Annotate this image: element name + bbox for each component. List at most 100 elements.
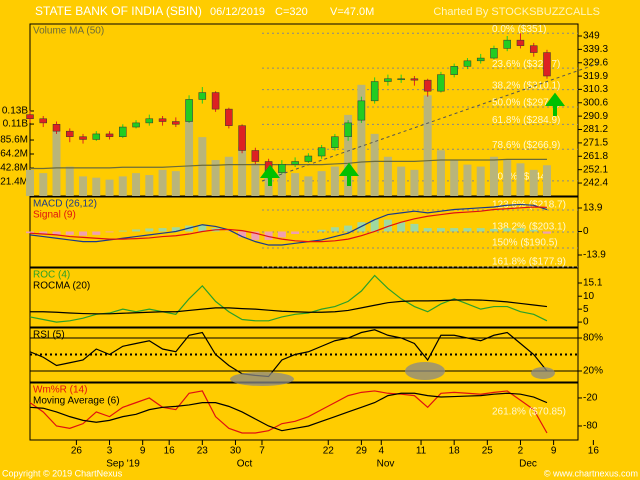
histogram-bar (158, 228, 167, 232)
x-tick-label: 9 (140, 446, 146, 457)
fib-label: 38.2% ($310.1) (492, 80, 560, 91)
fib-label: 61.8% ($284.9) (492, 115, 560, 126)
candle-body (543, 52, 551, 77)
legend-label: Moving Average (6) (33, 396, 120, 407)
histogram-bar (423, 228, 432, 232)
y-tick-label: 290.9 (583, 111, 608, 122)
candle-body (251, 150, 260, 162)
candle-body (52, 124, 61, 132)
volume-bar (251, 163, 260, 196)
month-label: Dec (519, 459, 537, 470)
fib-label: 161.8% ($177.9) (492, 257, 566, 268)
arrow (545, 92, 565, 116)
candle-body (211, 92, 220, 110)
volume-bar (26, 169, 34, 196)
candle-body (225, 108, 233, 126)
candle-body (317, 147, 326, 157)
x-tick-label: 22 (323, 446, 335, 457)
x-tick-label: 4 (378, 446, 384, 457)
histogram-bar (198, 224, 207, 232)
highlight (531, 367, 555, 379)
y-tick-label: -20 (583, 393, 598, 404)
volume-bar (145, 175, 154, 196)
y-tick-label: 5 (583, 304, 589, 315)
x-tick-label: 23 (197, 446, 209, 457)
y-tick-label: 261.8 (583, 151, 608, 162)
volume-bar (238, 146, 247, 196)
histogram-bar (238, 231, 247, 238)
series-line (29, 274, 548, 323)
histogram-bar (516, 228, 525, 232)
series-line (29, 392, 548, 432)
candle-body (384, 78, 392, 82)
arrow (260, 164, 280, 186)
candle-body (132, 122, 140, 128)
title: STATE BANK OF INDIA (SBIN) (35, 4, 202, 18)
x-tick-label: 25 (482, 446, 494, 457)
candle-body (158, 118, 167, 122)
candle-body (357, 100, 366, 121)
volume-label: V=47.0M (330, 6, 374, 18)
volume-bar (224, 156, 233, 196)
highlight (405, 362, 445, 380)
volume-bar (304, 176, 313, 196)
arrow (339, 162, 359, 186)
date: 06/12/2019 (210, 6, 265, 18)
legend-label: ROC (4) (33, 270, 70, 281)
y-tick-label: 319.9 (583, 71, 608, 82)
histogram-bar (436, 228, 445, 232)
y-tick-label: 64.2M (0, 149, 28, 160)
histogram-bar (277, 231, 286, 238)
candle-body (119, 126, 127, 137)
candle-body (463, 60, 472, 67)
histogram-bar (463, 228, 472, 232)
histogram-bar (145, 228, 154, 232)
candle-body (450, 66, 458, 75)
series-line (30, 158, 547, 170)
y-tick-label: 310.3 (583, 84, 608, 95)
candle-body (529, 45, 538, 53)
legend-label: Wm%R (14) (33, 385, 87, 396)
candle-body (490, 48, 498, 59)
candle-body (291, 161, 299, 165)
y-tick-label: 21.4M (0, 177, 28, 188)
month-label: Sep '19 (106, 459, 140, 470)
volume-bar (198, 137, 207, 196)
candle-body (39, 118, 48, 124)
candle-body (66, 130, 74, 137)
y-tick-label: 300.6 (583, 97, 608, 108)
volume-bar (450, 160, 459, 196)
candle-body (238, 125, 246, 151)
series-line (29, 329, 548, 378)
histogram-bar (79, 231, 88, 236)
histogram-bar (105, 231, 114, 233)
volume-bar (79, 176, 88, 196)
candle-body (397, 78, 405, 81)
histogram-bar (370, 219, 379, 232)
volume-bar (132, 173, 141, 196)
volume-bar (476, 166, 485, 196)
y-tick-label: 281.2 (583, 124, 608, 135)
volume-bar (65, 166, 74, 196)
volume-bar (171, 171, 180, 196)
histogram-bar (118, 230, 127, 232)
x-tick-label: 9 (551, 446, 557, 457)
fib-label: 150% ($190.5) (492, 238, 558, 249)
volume-bar (383, 156, 392, 196)
histogram-bar (383, 219, 392, 232)
y-tick-label: 0 (583, 226, 589, 237)
month-label: Oct (237, 459, 253, 470)
y-tick-label: 242.4 (583, 178, 608, 189)
volume-bar (118, 176, 127, 196)
candle-body (278, 164, 286, 173)
candle-body (516, 39, 525, 46)
y-tick-label: 13.9 (583, 203, 603, 214)
fib-label: 23.6% ($325.7) (492, 59, 560, 70)
x-tick-label: 2 (518, 446, 524, 457)
highlight (230, 372, 294, 386)
y-tick-label: 0.11B (3, 119, 29, 130)
fib-label: 50.0% ($297.5) (492, 98, 560, 109)
y-tick-label: 85.6M (0, 135, 28, 146)
candle-body (105, 133, 114, 137)
y-tick-label: 80% (583, 333, 603, 344)
